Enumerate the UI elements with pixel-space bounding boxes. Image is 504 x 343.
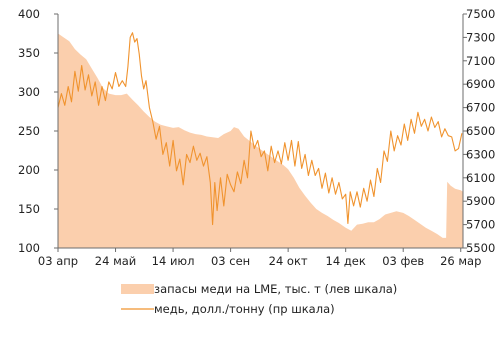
left-tick-label: 250 [18,124,40,138]
legend: запасы меди на LME, тыс. т (лев шкала) ме… [121,282,397,316]
right-tick-label: 7300 [466,30,495,44]
right-tick-label: 6100 [466,171,495,185]
x-tick-label: 26 мар [440,254,481,268]
line-layer [57,32,463,226]
right-tick-label: 5700 [466,218,495,232]
left-tick-label: 150 [18,202,40,216]
left-tick-label: 200 [18,163,40,177]
right-tick-label: 6900 [466,77,495,91]
left-tick-label: 350 [18,46,40,60]
right-tick-label: 5500 [466,241,495,255]
x-tick-label: 24 май [95,254,137,268]
right-tick-label: 6500 [466,124,495,138]
legend-swatch-area [121,284,154,294]
axes-layer: 100 150 200 250 300 350 400 5500 5700 5900 6100 630… [18,7,495,268]
right-tick-label: 7100 [466,54,495,68]
copper-price-line [57,32,463,226]
legend-label-line: медь, долл./тонну (пр шкала) [154,302,335,316]
right-tick-label: 5900 [466,194,495,208]
right-tick-label: 6700 [466,101,495,115]
left-tick-label: 400 [18,7,40,21]
left-tick-label: 300 [18,85,40,99]
left-tick-label: 100 [18,241,40,255]
x-tick-label: 24 окт [269,254,308,268]
lme-stock-area [58,33,463,248]
area-layer [58,33,463,248]
x-tick-label: 03 апр [38,254,78,268]
legend-label-area: запасы меди на LME, тыс. т (лев шкала) [154,282,397,296]
x-tick-label: 03 фев [382,254,424,268]
right-tick-label: 6300 [466,147,495,161]
x-tick-label: 14 июл [152,254,195,268]
right-tick-label: 7500 [466,7,495,21]
x-tick-label: 14 дек [326,254,366,268]
x-tick-label: 03 сен [211,254,250,268]
